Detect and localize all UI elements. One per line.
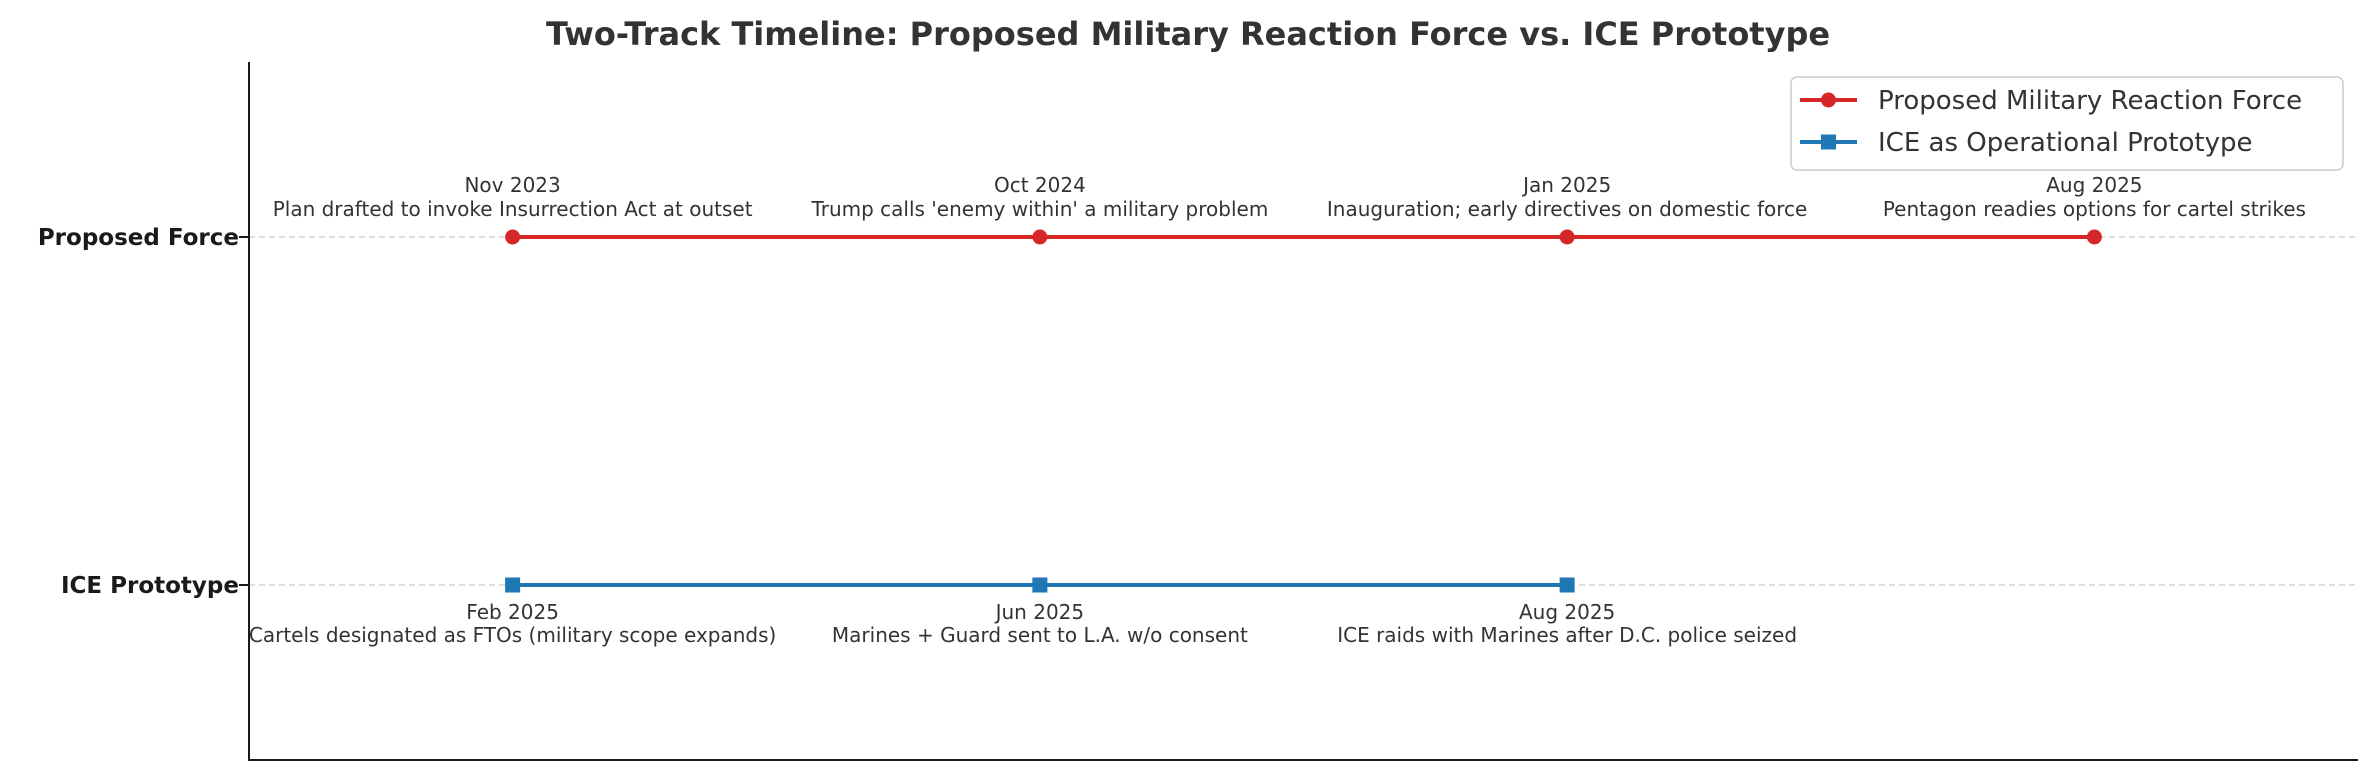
event-description-label: Cartels designated as FTOs (military sco…: [249, 623, 776, 647]
event-description-label: Trump calls 'enemy within' a military pr…: [810, 197, 1268, 221]
event-date-label: Jun 2025: [994, 600, 1085, 624]
event-marker-ice-prototype: [1032, 577, 1048, 593]
legend: Proposed Military Reaction Force ICE as O…: [1790, 76, 2344, 171]
y-tick-label-proposed-force: Proposed Force: [38, 225, 239, 251]
event-date-label: Jan 2025: [1521, 173, 1611, 197]
legend-box: [1790, 76, 2344, 171]
event-marker-ice-prototype: [1559, 577, 1575, 593]
event-description-label: ICE raids with Marines after D.C. police…: [1337, 623, 1797, 647]
event-description-label: Plan drafted to invoke Insurrection Act …: [273, 197, 753, 221]
event-marker-proposed-force: [1032, 229, 1048, 245]
event-date-label: Aug 2025: [2046, 173, 2142, 197]
event-marker-proposed-force: [1559, 229, 1575, 245]
event-date-label: Oct 2024: [994, 173, 1086, 197]
event-description-label: Inauguration; early directives on domest…: [1327, 197, 1807, 221]
legend-label-ice-prototype: ICE as Operational Prototype: [1878, 128, 2253, 158]
event-description-label: Marines + Guard sent to L.A. w/o consent: [832, 623, 1248, 647]
event-date-label: Aug 2025: [1519, 600, 1615, 624]
event-marker-proposed-force: [505, 229, 521, 245]
event-marker-ice-prototype: [505, 577, 521, 593]
legend-marker-ice-prototype: [1821, 134, 1836, 150]
y-tick-label-ice-prototype: ICE Prototype: [61, 573, 239, 599]
chart-title: Two-Track Timeline: Proposed Military Re…: [546, 15, 1830, 53]
event-description-label: Pentagon readies options for cartel stri…: [1883, 197, 2306, 221]
grid-layer: Proposed Force ICE Prototype: [38, 225, 2358, 599]
event-date-label: Feb 2025: [466, 600, 559, 624]
legend-label-proposed-force: Proposed Military Reaction Force: [1878, 86, 2302, 116]
legend-marker-proposed-force: [1821, 92, 1836, 108]
event-date-label: Nov 2023: [464, 173, 560, 197]
event-marker-proposed-force: [2086, 229, 2102, 245]
